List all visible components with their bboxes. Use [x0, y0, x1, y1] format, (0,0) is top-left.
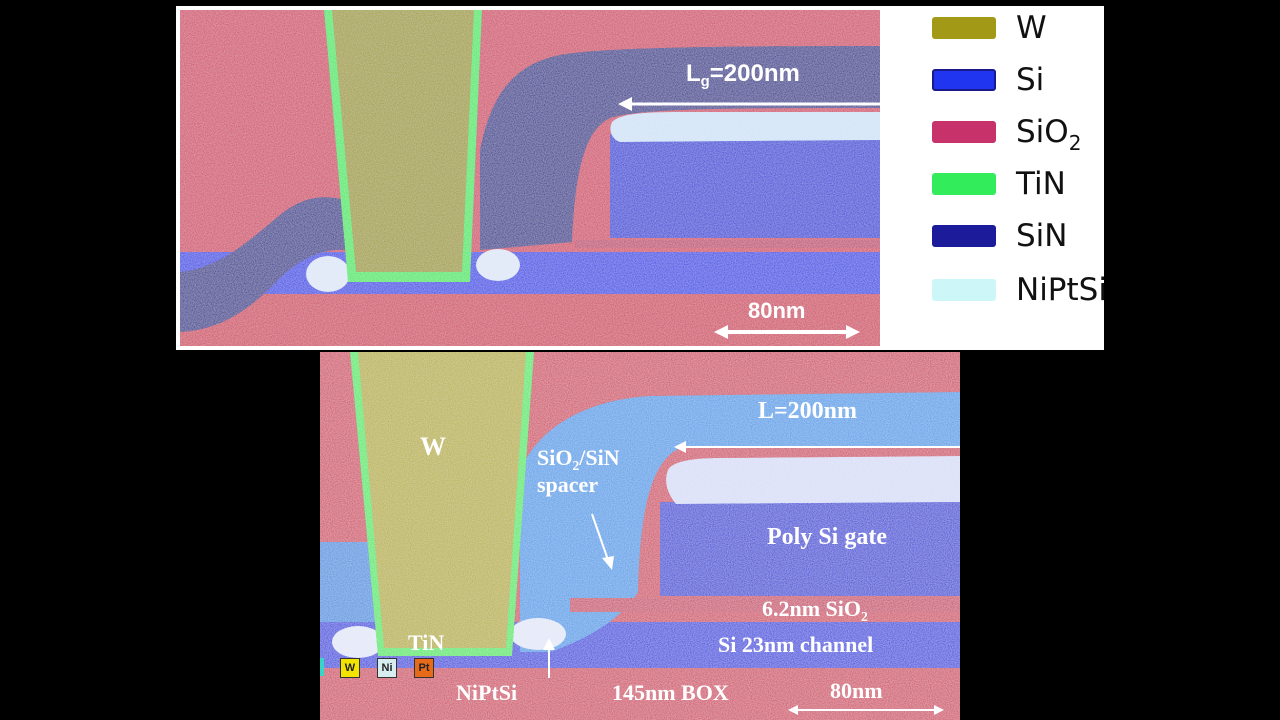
niptsi-contact	[306, 256, 350, 292]
top-scale-bar	[714, 325, 860, 339]
poly-gate-label: Poly Si gate	[767, 524, 887, 550]
gate-oxide-label: 6.2nm SiO2	[762, 596, 868, 624]
legend-label-w: W	[1016, 10, 1047, 46]
bottom-scale-bar-label: 80nm	[830, 678, 883, 703]
legend-label-niptsi: NiPtSi	[1016, 272, 1104, 308]
spacer-pointer-arrow	[591, 513, 614, 570]
element-tag-edge	[320, 658, 324, 676]
sin-spacer-right	[480, 46, 880, 250]
legend-item-niptsi: NiPtSi	[932, 270, 1104, 310]
niptsi-label: NiPtSi	[456, 680, 518, 705]
bottom-eds-map-panel: W Ni Pt L=200nm W SiO2/SiN spacer Poly S…	[320, 352, 960, 720]
w-plug-label: W	[420, 432, 446, 461]
niptsi-contact-right	[510, 618, 566, 650]
element-tag-ni: Ni	[377, 658, 397, 678]
legend-label-sin: SiN	[1016, 218, 1068, 254]
gate-oxide-line	[575, 240, 880, 248]
sin-spacer-left	[180, 197, 345, 332]
bottom-gate-length-arrow	[674, 441, 960, 453]
channel-label: Si 23nm channel	[718, 632, 874, 657]
niptsi-contact-right	[476, 249, 520, 281]
w-plug	[358, 352, 526, 648]
legend-item-sio2: SiO2	[932, 112, 1082, 155]
sio2-box-layer	[180, 294, 880, 346]
bottom-eds-map	[320, 352, 960, 720]
legend-swatch-si	[932, 69, 996, 91]
element-tag-pt: Pt	[414, 658, 434, 678]
box-label: 145nm BOX	[612, 680, 729, 705]
legend-swatch-tin	[932, 173, 996, 195]
legend-item-sin: SiN	[932, 216, 1067, 256]
top-gate-length-arrow	[618, 97, 884, 111]
spacer-label: SiO2/SiN spacer	[537, 445, 620, 497]
legend-swatch-niptsi	[932, 279, 996, 301]
w-plug	[332, 10, 474, 272]
niptsi-contact-left	[332, 626, 384, 658]
top-eds-map-panel: Lg=200nm 80nm W Si SiO2 TiN SiN	[176, 6, 1104, 350]
legend-label-sio2: SiO2	[1016, 114, 1082, 155]
niptsi-pointer-arrow	[543, 638, 555, 678]
legend-swatch-sio2	[932, 121, 996, 143]
bottom-gate-length-label: L=200nm	[758, 398, 858, 424]
legend-swatch-w	[932, 17, 996, 39]
legend-item-w: W	[932, 8, 1047, 48]
element-tag-w: W	[340, 658, 360, 678]
legend-item-tin: TiN	[932, 164, 1066, 204]
legend-swatch-sin	[932, 225, 996, 247]
top-eds-map	[180, 10, 880, 346]
niptsi-gate-top	[666, 456, 960, 504]
gate-oxide	[570, 598, 960, 612]
top-gate-length-label: Lg=200nm	[686, 60, 800, 91]
niptsi-gate-top	[610, 112, 880, 142]
poly-si-gate	[660, 502, 960, 596]
sio2-sin-spacer	[520, 392, 960, 652]
legend-item-si: Si	[932, 60, 1044, 100]
legend-label-tin: TiN	[1016, 166, 1066, 202]
poly-si-gate	[610, 134, 880, 238]
material-legend: W Si SiO2 TiN SiN NiPtSi	[904, 6, 1104, 350]
bottom-scale-bar	[788, 705, 944, 715]
tin-label: TiN	[408, 630, 445, 655]
top-scale-bar-label: 80nm	[748, 298, 806, 323]
legend-label-si: Si	[1016, 62, 1045, 98]
